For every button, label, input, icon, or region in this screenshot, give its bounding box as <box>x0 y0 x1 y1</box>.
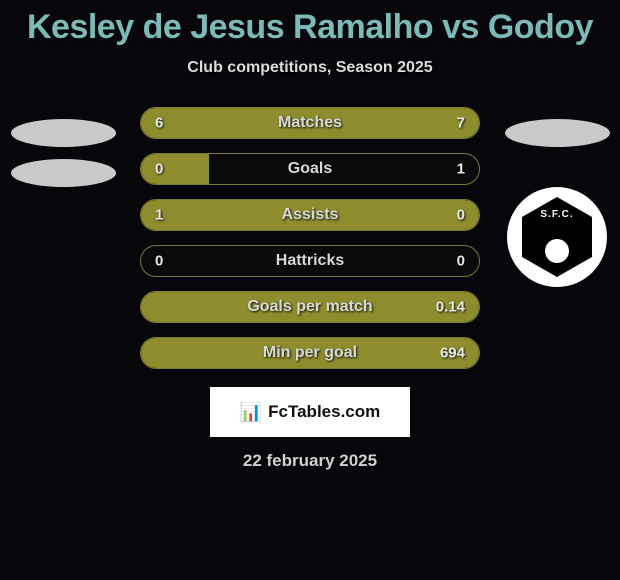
stat-label: Goals per match <box>247 298 372 316</box>
comparison-chart: S.F.C. 6 Matches 7 0 Goals 1 1 Assists 0 0 Hattric… <box>0 107 620 369</box>
stat-label: Hattricks <box>276 252 344 270</box>
stat-value-left: 6 <box>155 115 163 132</box>
stat-row: Goals per match 0.14 <box>140 291 480 323</box>
date-text: 22 february 2025 <box>0 451 620 471</box>
club-crest: S.F.C. <box>507 187 607 287</box>
stat-rows: 6 Matches 7 0 Goals 1 1 Assists 0 0 Hattricks 0 Goal… <box>140 107 480 369</box>
stat-value-right: 0.14 <box>436 299 465 316</box>
stat-label: Matches <box>278 114 342 132</box>
stat-row: 0 Goals 1 <box>140 153 480 185</box>
stat-value-right: 0 <box>457 253 465 270</box>
fctables-badge: 📊 FcTables.com <box>210 387 410 437</box>
left-player-area <box>8 107 118 199</box>
crest-shield: S.F.C. <box>522 197 592 277</box>
stat-value-right: 1 <box>457 161 465 178</box>
stat-value-right: 0 <box>457 207 465 224</box>
stat-label: Assists <box>282 206 339 224</box>
stat-row: Min per goal 694 <box>140 337 480 369</box>
bar-left <box>141 154 209 184</box>
fctables-label: FcTables.com <box>268 402 380 422</box>
crest-ball-icon <box>545 239 569 263</box>
crest-text: S.F.C. <box>540 209 573 220</box>
stat-value-right: 7 <box>457 115 465 132</box>
chart-icon: 📊 <box>240 402 262 423</box>
left-placeholder-2 <box>11 159 116 187</box>
stat-value-left: 0 <box>155 253 163 270</box>
stat-value-right: 694 <box>440 345 465 362</box>
left-placeholder-1 <box>11 119 116 147</box>
stat-label: Goals <box>288 160 332 178</box>
stat-value-left: 1 <box>155 207 163 224</box>
stat-row: 6 Matches 7 <box>140 107 480 139</box>
bar-left <box>141 108 296 138</box>
subtitle: Club competitions, Season 2025 <box>0 59 620 77</box>
right-placeholder-1 <box>505 119 610 147</box>
stat-row: 0 Hattricks 0 <box>140 245 480 277</box>
right-player-area: S.F.C. <box>502 107 612 287</box>
stat-value-left: 0 <box>155 161 163 178</box>
stat-row: 1 Assists 0 <box>140 199 480 231</box>
stat-label: Min per goal <box>263 344 357 362</box>
page-title: Kesley de Jesus Ramalho vs Godoy <box>0 0 620 47</box>
